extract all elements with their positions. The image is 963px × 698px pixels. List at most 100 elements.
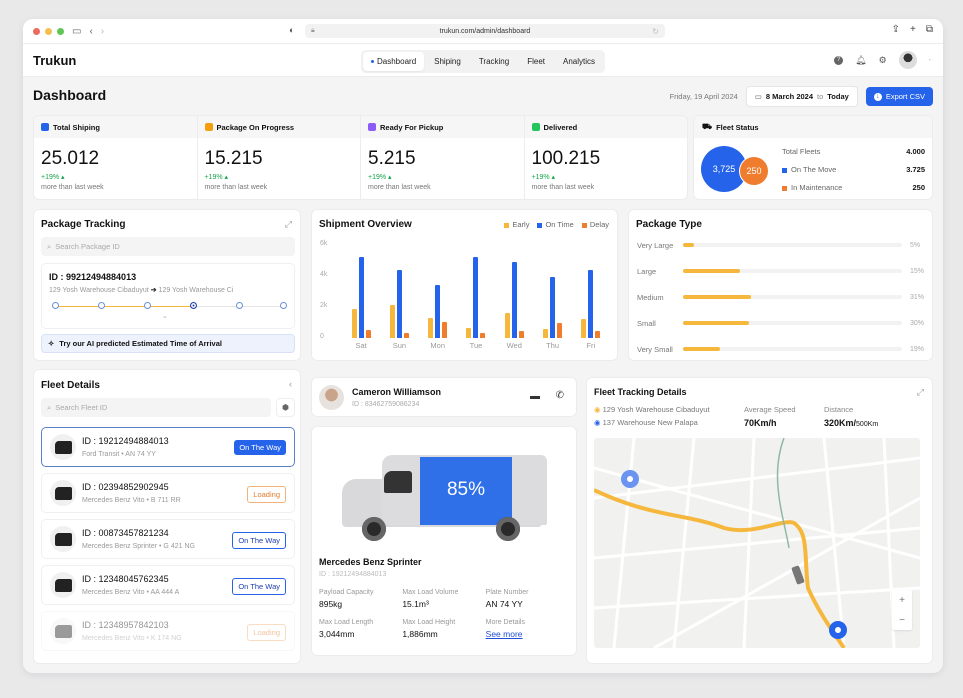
bar-early[interactable] — [466, 327, 472, 338]
bar-groups: Sat Sun Mon Tue Wed Thu Fri — [342, 243, 610, 350]
fleet-list-item[interactable]: ID : 02394852902945 Mercedes Benz Vito • … — [41, 473, 295, 513]
help-icon[interactable]: ? — [834, 55, 844, 65]
new-tab-icon[interactable]: + — [910, 24, 916, 35]
legend-delay: Delay — [581, 220, 609, 229]
back-icon[interactable]: ‹ — [89, 25, 93, 37]
collapse-chevron-icon[interactable]: ‹ — [289, 379, 292, 389]
privacy-shield-icon[interactable]: ◐ — [289, 25, 295, 35]
fleet-list-item[interactable]: ID : 00873457821234 Mercedes Benz Sprinte… — [41, 519, 295, 559]
fleet-status-card: ⛟ Fleet Status 3,725 250 Total Fleets 4.00… — [693, 115, 933, 200]
vehicle-id: ID : 19212494884013 — [319, 571, 387, 578]
sidebar-toggle-icon[interactable]: ▭ — [72, 25, 82, 37]
nav-tab-tracking[interactable]: Tracking — [478, 57, 510, 66]
bar-delay[interactable] — [480, 332, 486, 338]
address-bar[interactable]: 🔒︎ trukun.com/admin/dashboard ↻ — [305, 24, 665, 38]
nav-tab-dashboard[interactable]: Dashboard — [363, 52, 425, 71]
forward-icon[interactable]: › — [100, 25, 105, 37]
bar-on-time[interactable] — [588, 269, 594, 338]
tracking-map[interactable]: + − — [594, 438, 920, 648]
bar-early[interactable] — [351, 309, 357, 338]
current-date: Friday, 19 April 2024 — [669, 92, 738, 101]
progress-bar-fill — [683, 295, 751, 299]
fleet-filter-button[interactable]: ⬢ — [276, 398, 295, 417]
gear-icon[interactable]: ⚙ — [878, 54, 887, 65]
nav-tab-fleet[interactable]: Fleet — [527, 57, 546, 66]
in-maintenance-row: In Maintenance 250 — [782, 183, 925, 192]
bar-on-time[interactable] — [511, 262, 517, 338]
reload-icon[interactable]: ↻ — [652, 26, 659, 36]
card-title: Shipment Overview — [319, 219, 412, 230]
fleet-list-item[interactable]: ID : 12348957842103 Mercedes Benz Vito • … — [41, 611, 295, 651]
calendar-icon: ▭ — [754, 92, 762, 101]
bar-delay[interactable] — [518, 331, 524, 338]
minimize-window-button[interactable] — [45, 27, 52, 35]
driver-id: ID : 83462759086234 — [352, 401, 420, 408]
zoom-out-button[interactable]: − — [899, 614, 905, 626]
driver-name: Cameron Williamson — [352, 387, 441, 397]
zoom-in-button[interactable]: + — [899, 594, 905, 606]
bar-delay[interactable] — [595, 331, 601, 338]
bar-delay[interactable] — [442, 321, 448, 338]
browser-window: ▭ ‹ › ◐ 🔒︎ trukun.com/admin/dashboard ↻ … — [23, 19, 943, 673]
vehicle-card: 85% Mercedes Benz Sprinter ID : 19212494… — [311, 426, 577, 656]
pickup-icon — [368, 123, 376, 131]
load-percentage: 85% — [446, 479, 486, 500]
card-title: Fleet Details — [41, 380, 100, 391]
timeline-step — [98, 302, 105, 309]
x-tick-label: Thu — [546, 341, 560, 350]
expand-icon[interactable]: ⤢ — [916, 387, 924, 397]
bar-on-time[interactable] — [358, 256, 364, 338]
legend-on-time: On Time — [537, 220, 574, 229]
ai-eta-banner[interactable]: ✧ Try our AI predicted Estimated Time of… — [41, 334, 295, 353]
maximize-window-button[interactable] — [57, 27, 64, 35]
stat-ready-for-pickup: Ready For Pickup 5.215 +19% ▴ more than … — [361, 116, 525, 199]
share-icon[interactable]: ⇪ — [891, 24, 901, 35]
nav-tab-shiping[interactable]: Shiping — [434, 57, 461, 66]
bar-delay[interactable] — [557, 323, 563, 338]
bar-early[interactable] — [389, 305, 395, 338]
close-window-button[interactable] — [33, 27, 40, 35]
account-menu-chevron-icon[interactable]: - — [928, 56, 931, 64]
bar-group-fri: Fri — [572, 243, 610, 350]
x-tick-label: Sun — [392, 341, 407, 350]
tabs-overview-icon[interactable]: ⧉ — [925, 24, 933, 35]
lock-icon: 🔒︎ — [311, 27, 315, 34]
bar-on-time[interactable] — [550, 276, 556, 338]
x-tick-label: Tue — [469, 341, 483, 350]
package-search-input[interactable]: ⌕ Search Package ID — [41, 237, 295, 256]
progress-timeline — [52, 302, 287, 310]
chat-icon[interactable]: ▬ — [530, 391, 540, 402]
nav-tab-analytics[interactable]: Analytics — [563, 57, 596, 66]
card-title: Package Type — [636, 219, 702, 230]
bar-early[interactable] — [581, 319, 587, 338]
bar-early[interactable] — [428, 317, 434, 338]
fleet-list-item[interactable]: ID : 19212494884013 Ford Transit • AN 74 … — [41, 427, 295, 467]
export-csv-button[interactable]: ↓ Export CSV — [865, 87, 933, 106]
fleet-list-item[interactable]: ID : 12348045762345 Mercedes Benz Vito • … — [41, 565, 295, 605]
package-item[interactable]: ID : 99212494884013 129 Yosh Warehouse C… — [41, 263, 295, 329]
phone-icon[interactable]: ✆ — [555, 390, 564, 401]
expand-icon[interactable]: ⤢ — [284, 219, 292, 229]
bar-group-sun: Sun — [380, 243, 418, 350]
fleet-search-input[interactable]: ⌕ Search Fleet ID — [41, 398, 271, 417]
date-range-picker[interactable]: ▭ 8 March 2024 to Today — [745, 86, 858, 107]
bar-on-time[interactable] — [435, 284, 441, 338]
average-speed: 70Km/h — [744, 418, 777, 428]
bar-early[interactable] — [504, 313, 510, 338]
app-logo[interactable]: Trukun — [33, 52, 77, 68]
package-type-row: Medium 31% — [637, 292, 925, 302]
bar-delay[interactable] — [403, 333, 409, 338]
bar-early[interactable] — [543, 328, 549, 338]
bar-on-time[interactable] — [396, 269, 402, 338]
bar-on-time[interactable] — [473, 256, 479, 338]
vehicle-name: Mercedes Benz Sprinter — [319, 557, 422, 567]
user-avatar[interactable] — [898, 51, 917, 69]
vehicle-thumbnail — [50, 434, 76, 460]
vehicle-specs: Payload Capacity 895kg Max Load Volume 15.… — [319, 589, 569, 639]
chevron-down-icon[interactable]: ⌄ — [162, 313, 168, 320]
package-tracking-card: Package Tracking ⤢ ⌕ Search Package ID I… — [33, 209, 301, 361]
bell-icon[interactable]: 🔔︎ — [855, 54, 867, 65]
bar-delay[interactable] — [365, 330, 371, 338]
see-more-link[interactable]: See more — [485, 629, 523, 639]
progress-bar-fill — [683, 321, 749, 325]
